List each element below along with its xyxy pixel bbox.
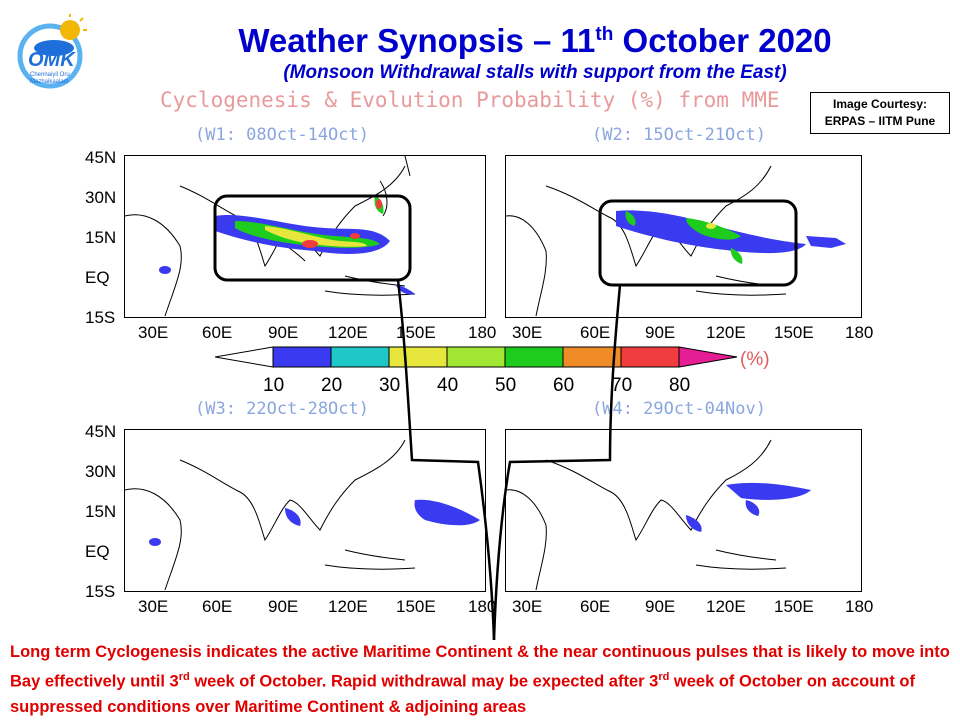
lon-tick: 60E (580, 597, 611, 616)
connector-line-w2 (492, 284, 622, 641)
panel-label-w2: (W2: 15Oct-21Oct) (592, 125, 766, 145)
lat-tick: EQ (85, 268, 110, 287)
coastline (506, 439, 787, 591)
svg-text:Mazhaikaalam: Mazhaikaalam (30, 79, 69, 85)
highlight-box-w2 (598, 199, 798, 287)
colorbar-unit: (%) (740, 349, 770, 370)
lat-tick: 30N (85, 462, 117, 481)
image-courtesy-box: Image Courtesy: ERPAS – IITM Pune (810, 92, 950, 134)
omk-logo: OMK Chennaiyil Oru Mazhaikaalam (17, 14, 87, 89)
lon-tick: 120E (328, 323, 368, 342)
map-panel-w1 (124, 155, 486, 318)
connector-line-w1 (396, 279, 496, 641)
panel-label-w1: (W1: 08Oct-14Oct) (195, 125, 369, 145)
lon-tick: 180 (468, 597, 497, 616)
figure-heading: Cyclogenesis & Evolution Probability (%)… (160, 88, 780, 112)
probability-contours (149, 499, 480, 546)
colorbar-label: 40 (437, 375, 459, 396)
lon-tick: 90E (268, 323, 299, 342)
lat-tick: 45N (85, 422, 117, 441)
colorbar-label: 60 (553, 375, 575, 396)
page-subtitle: (Monsoon Withdrawal stalls with support … (283, 62, 787, 83)
colorbar-label: 20 (321, 375, 343, 396)
highlight-box-w1 (213, 194, 412, 282)
lon-tick: 90E (268, 597, 299, 616)
colorbar-segment (678, 346, 738, 368)
colorbar-label: 30 (379, 375, 401, 396)
probability-contours (686, 482, 811, 532)
lon-tick: 150E (774, 597, 814, 616)
lon-tick: 120E (328, 597, 368, 616)
lon-tick: 180 (468, 323, 497, 342)
colorbar-label: 10 (263, 375, 285, 396)
lon-tick: 90E (645, 323, 676, 342)
lon-tick: 120E (706, 597, 746, 616)
lat-tick: 30N (85, 188, 117, 207)
panel-label-w3: (W3: 22Oct-28Oct) (195, 399, 369, 419)
lon-tick: 30E (512, 597, 543, 616)
map-panel-w2 (505, 155, 862, 318)
colorbar-label: 50 (495, 375, 517, 396)
lat-tick: 15S (85, 582, 116, 601)
lon-tick: 180 (845, 323, 874, 342)
panel-label-w4: (W4: 29Oct-04Nov) (592, 399, 766, 419)
lon-tick: 30E (138, 323, 169, 342)
coastline (125, 439, 416, 591)
lat-tick: 15N (85, 502, 117, 521)
probability-contours (159, 196, 415, 295)
page-title: Weather Synopsis – 11th October 2020 (238, 22, 832, 59)
probability-contours (616, 210, 846, 264)
lat-tick: 15S (85, 308, 116, 327)
logo-text: OMK (28, 49, 76, 71)
lon-tick: 150E (396, 597, 436, 616)
lon-tick: 150E (774, 323, 814, 342)
lon-tick: 90E (645, 597, 676, 616)
lon-tick: 30E (138, 597, 169, 616)
lon-tick: 150E (396, 323, 436, 342)
lon-tick: 180 (845, 597, 874, 616)
lon-tick: 60E (202, 597, 233, 616)
colorbar-label: 70 (611, 375, 633, 396)
lon-tick: 120E (706, 323, 746, 342)
summary-text: Long term Cyclogenesis indicates the act… (10, 643, 950, 716)
lon-tick: 60E (202, 323, 233, 342)
svg-text:Chennaiyil Oru: Chennaiyil Oru (30, 72, 70, 78)
lat-tick: EQ (85, 542, 110, 561)
lon-tick: 30E (512, 323, 543, 342)
lon-tick: 60E (580, 323, 611, 342)
colorbar-label: 80 (669, 375, 691, 396)
map-panel-w4 (505, 429, 862, 592)
lat-tick: 45N (85, 148, 117, 167)
lat-tick: 15N (85, 228, 117, 247)
map-panel-w3 (124, 429, 486, 592)
